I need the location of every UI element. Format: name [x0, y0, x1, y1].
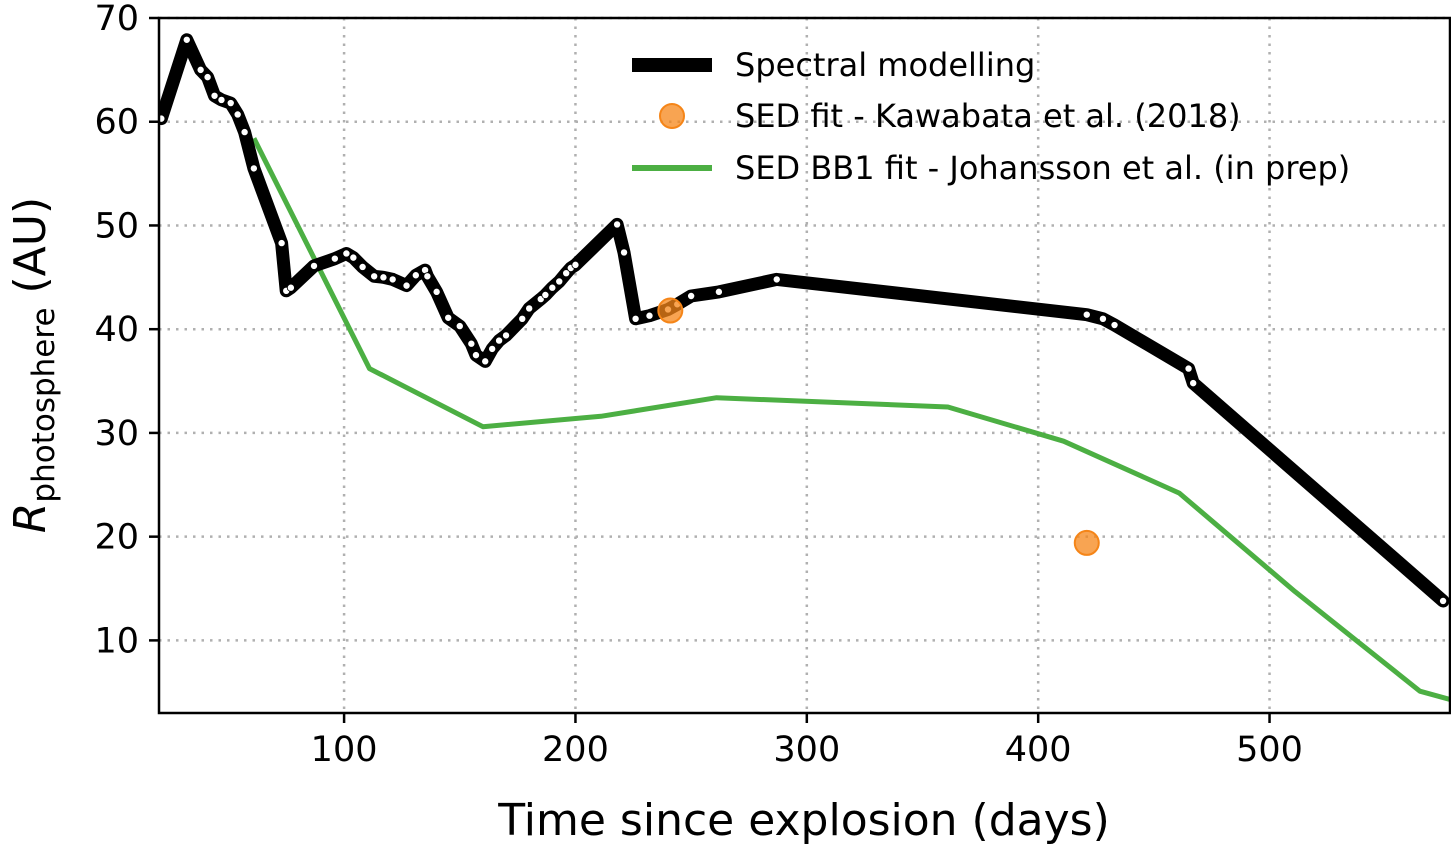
spectral-point — [772, 275, 781, 284]
spectral-point — [349, 253, 358, 262]
grid — [159, 16, 1450, 713]
spectral-point — [444, 313, 453, 322]
spectral-point — [277, 239, 286, 248]
y-tick-label: 70 — [94, 0, 139, 39]
spectral-point — [714, 287, 723, 296]
x-tick-label: 400 — [1005, 730, 1072, 770]
spectral-point — [358, 262, 367, 271]
y-axis-symbol: R — [5, 503, 56, 534]
spectral-point — [217, 95, 226, 104]
legend-label-johansson: SED BB1 fit - Johansson et al. (in prep) — [735, 149, 1350, 187]
spectral-point — [471, 351, 480, 360]
plot-frame — [157, 16, 1451, 715]
y-tick-label: 20 — [94, 518, 139, 558]
spectral-point — [1189, 379, 1198, 388]
spectral-point — [233, 110, 242, 119]
y-axis-subscript: photosphere — [26, 307, 62, 502]
series-line-johansson — [251, 137, 1450, 702]
spectral-point — [370, 272, 379, 281]
spectral-point — [571, 260, 580, 269]
spectral-point — [310, 261, 319, 270]
y-tick-label: 50 — [94, 206, 139, 246]
spectral-point — [423, 272, 432, 281]
ticks: 100 200 300 400 500 10 20 30 40 50 60 70 — [94, 0, 1302, 770]
spectral-point — [481, 357, 490, 366]
kawabata-point — [1073, 529, 1100, 556]
legend-swatch-kawabata — [659, 103, 685, 129]
x-tick-label: 300 — [773, 730, 840, 770]
plot-area-background — [159, 18, 1450, 713]
x-tick-label: 500 — [1236, 730, 1303, 770]
y-tick-label: 40 — [94, 310, 139, 350]
spectral-point — [467, 339, 476, 348]
spectral-point — [1110, 321, 1119, 330]
spectral-point — [1439, 596, 1448, 605]
x-tick-label: 200 — [542, 730, 609, 770]
spectral-point — [1098, 314, 1107, 323]
spectral-point — [203, 73, 212, 82]
spectral-point — [455, 322, 464, 331]
y-axis-unit: (AU) — [5, 197, 56, 308]
spectral-point — [210, 91, 219, 100]
spectral-point — [240, 128, 249, 137]
spectral-point — [687, 291, 696, 300]
spectral-point — [286, 283, 295, 292]
spectral-point — [555, 277, 564, 286]
spectral-point — [525, 304, 534, 313]
y-axis-title: Rphotosphere (AU) — [5, 197, 62, 533]
legend-label-spectral: Spectral modelling — [735, 46, 1035, 84]
spectral-point — [541, 290, 550, 299]
spectral-point — [1082, 310, 1091, 319]
spectral-point — [249, 164, 258, 173]
spectral-point — [411, 271, 420, 280]
spectral-point — [495, 336, 504, 345]
y-tick-label: 10 — [94, 621, 139, 661]
spectral-point — [379, 273, 388, 282]
x-axis-title: Time since explosion (days) — [497, 795, 1110, 846]
spectral-point — [502, 331, 511, 340]
spectral-point — [488, 344, 497, 353]
spectral-point — [645, 311, 654, 320]
x-tick-label: 100 — [311, 730, 378, 770]
series-layer — [159, 33, 1450, 702]
y-tick-label: 60 — [94, 103, 139, 143]
spectral-point — [613, 220, 622, 229]
spectral-point — [330, 254, 339, 263]
spectral-point — [548, 283, 557, 292]
spectral-point — [196, 65, 205, 74]
spectral-point — [518, 314, 527, 323]
spectral-point — [620, 248, 629, 257]
spectral-point — [432, 287, 441, 296]
spectral-point — [1184, 364, 1193, 373]
y-tick-label: 30 — [94, 414, 139, 454]
spectral-point — [631, 314, 640, 323]
legend: Spectral modelling SED fit - Kawabata et… — [632, 46, 1350, 187]
spectral-point — [562, 269, 571, 278]
spectral-point — [388, 275, 397, 284]
spectral-point — [402, 281, 411, 290]
spectral-point — [159, 114, 166, 123]
spectral-point — [342, 249, 351, 258]
spectral-point — [226, 99, 235, 108]
kawabata-point — [657, 297, 684, 324]
spectral-point — [182, 35, 191, 44]
legend-label-kawabata: SED fit - Kawabata et al. (2018) — [735, 97, 1241, 135]
